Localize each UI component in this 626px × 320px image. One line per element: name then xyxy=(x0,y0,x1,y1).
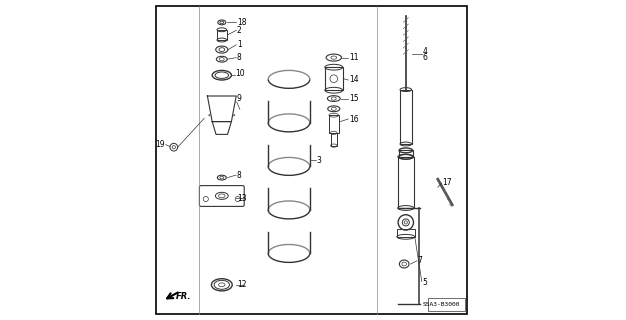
Text: 6: 6 xyxy=(423,53,428,62)
Text: 8: 8 xyxy=(237,53,242,62)
Text: 19: 19 xyxy=(155,140,165,148)
Text: 11: 11 xyxy=(349,53,358,62)
Text: 3: 3 xyxy=(317,156,322,164)
Bar xyxy=(325,67,343,90)
FancyBboxPatch shape xyxy=(200,186,244,206)
Text: 8: 8 xyxy=(237,171,242,180)
Bar xyxy=(398,157,414,208)
Text: 2: 2 xyxy=(237,26,242,35)
Bar xyxy=(399,150,413,157)
Bar xyxy=(217,30,227,40)
Text: 10: 10 xyxy=(235,69,245,78)
Text: 7: 7 xyxy=(418,256,423,265)
Text: 17: 17 xyxy=(443,178,452,187)
Text: 12: 12 xyxy=(237,280,247,289)
Polygon shape xyxy=(207,96,236,122)
Polygon shape xyxy=(212,122,232,134)
Bar xyxy=(400,90,411,144)
Text: 15: 15 xyxy=(349,94,359,103)
Bar xyxy=(331,133,337,146)
Bar xyxy=(329,115,339,133)
Text: 14: 14 xyxy=(349,75,359,84)
Text: 18: 18 xyxy=(237,18,247,27)
Text: 13: 13 xyxy=(237,194,247,203)
Text: 4: 4 xyxy=(423,47,428,56)
Text: 16: 16 xyxy=(349,115,359,124)
Text: 5: 5 xyxy=(423,278,428,287)
Bar xyxy=(428,298,464,311)
Bar xyxy=(397,229,415,237)
Text: S5A3-B3000: S5A3-B3000 xyxy=(423,302,460,307)
Text: FR.: FR. xyxy=(176,292,192,301)
Text: 1: 1 xyxy=(237,40,242,49)
Text: 9: 9 xyxy=(236,94,241,103)
